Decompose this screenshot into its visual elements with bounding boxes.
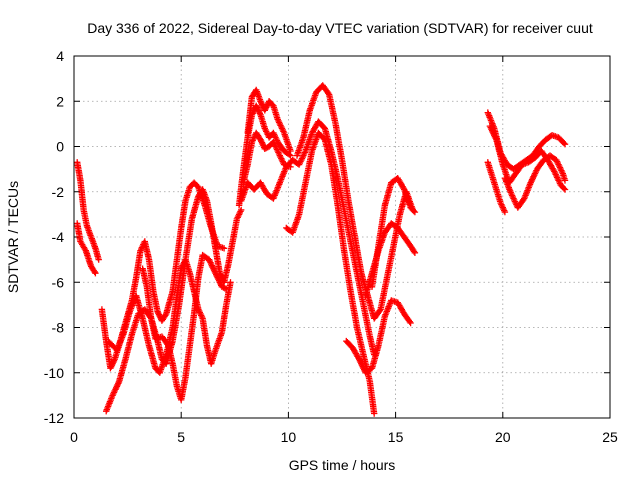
plot-frame: [73, 55, 611, 419]
axis-ticks: 0 5 10 15 20 25 -12 -10 -8 -6 -4 -2 0 2 4: [44, 48, 618, 445]
data-point: [561, 177, 569, 184]
series-arc-8: [240, 129, 294, 186]
series-arc-12: [283, 129, 378, 417]
y-tick-label: 0: [56, 139, 64, 155]
series-arc-3: [98, 179, 228, 372]
data-point: [221, 285, 228, 292]
data-point: [220, 245, 228, 252]
series-arc-15: [368, 175, 419, 290]
series-arc-1: [74, 159, 102, 263]
data-point: [376, 307, 383, 314]
data-point: [400, 184, 407, 192]
x-tick-label: 0: [70, 429, 78, 445]
y-tick-label: -4: [52, 229, 65, 245]
data-point: [411, 249, 419, 256]
data-point: [162, 312, 169, 319]
data-point: [501, 208, 509, 216]
y-tick-label: -12: [44, 410, 64, 426]
plot-area: [74, 82, 569, 417]
series-arc-13: [343, 297, 414, 376]
y-tick-label: -2: [52, 184, 65, 200]
data-point: [325, 90, 332, 97]
chart-title: Day 336 of 2022, Sidereal Day-to-day VTE…: [87, 20, 593, 36]
data-point: [410, 207, 417, 215]
data-point: [286, 151, 293, 158]
data-point: [406, 318, 413, 325]
data-point: [561, 186, 569, 193]
y-tick-label: 2: [56, 93, 64, 109]
x-tick-label: 5: [177, 429, 185, 445]
data-point: [238, 206, 245, 214]
data-point: [91, 268, 98, 275]
series-arc-2: [74, 220, 99, 277]
series-arc-4: [103, 186, 245, 415]
y-tick-label: -6: [52, 274, 65, 290]
grid-lines: [74, 56, 610, 418]
data-point: [227, 279, 234, 286]
data-point: [561, 141, 569, 148]
data-point: [287, 147, 294, 155]
y-axis-label: SDTVAR / TECUs: [5, 181, 21, 293]
x-tick-label: 15: [388, 429, 404, 445]
y-tick-label: -10: [44, 365, 64, 381]
series-arc-19: [501, 152, 569, 211]
y-tick-label: -8: [52, 320, 65, 336]
data-point: [223, 285, 230, 293]
data-point: [164, 341, 171, 348]
data-point: [560, 139, 568, 147]
data-point: [92, 270, 99, 277]
x-tick-label: 10: [281, 429, 297, 445]
data-point: [411, 208, 419, 216]
data-point: [560, 185, 568, 192]
data-point: [95, 256, 102, 263]
series-arc-6: [139, 251, 230, 404]
series-arc-16: [484, 159, 509, 216]
x-tick-label: 25: [602, 429, 618, 445]
data-point: [407, 319, 414, 327]
x-axis-label: GPS time / hours: [289, 457, 396, 473]
y-tick-label: 4: [56, 48, 64, 64]
x-tick-label: 20: [495, 429, 511, 445]
series-arc-9: [244, 86, 294, 155]
series-arc-11: [293, 82, 416, 322]
data-point: [371, 410, 378, 417]
data-point: [410, 248, 418, 255]
